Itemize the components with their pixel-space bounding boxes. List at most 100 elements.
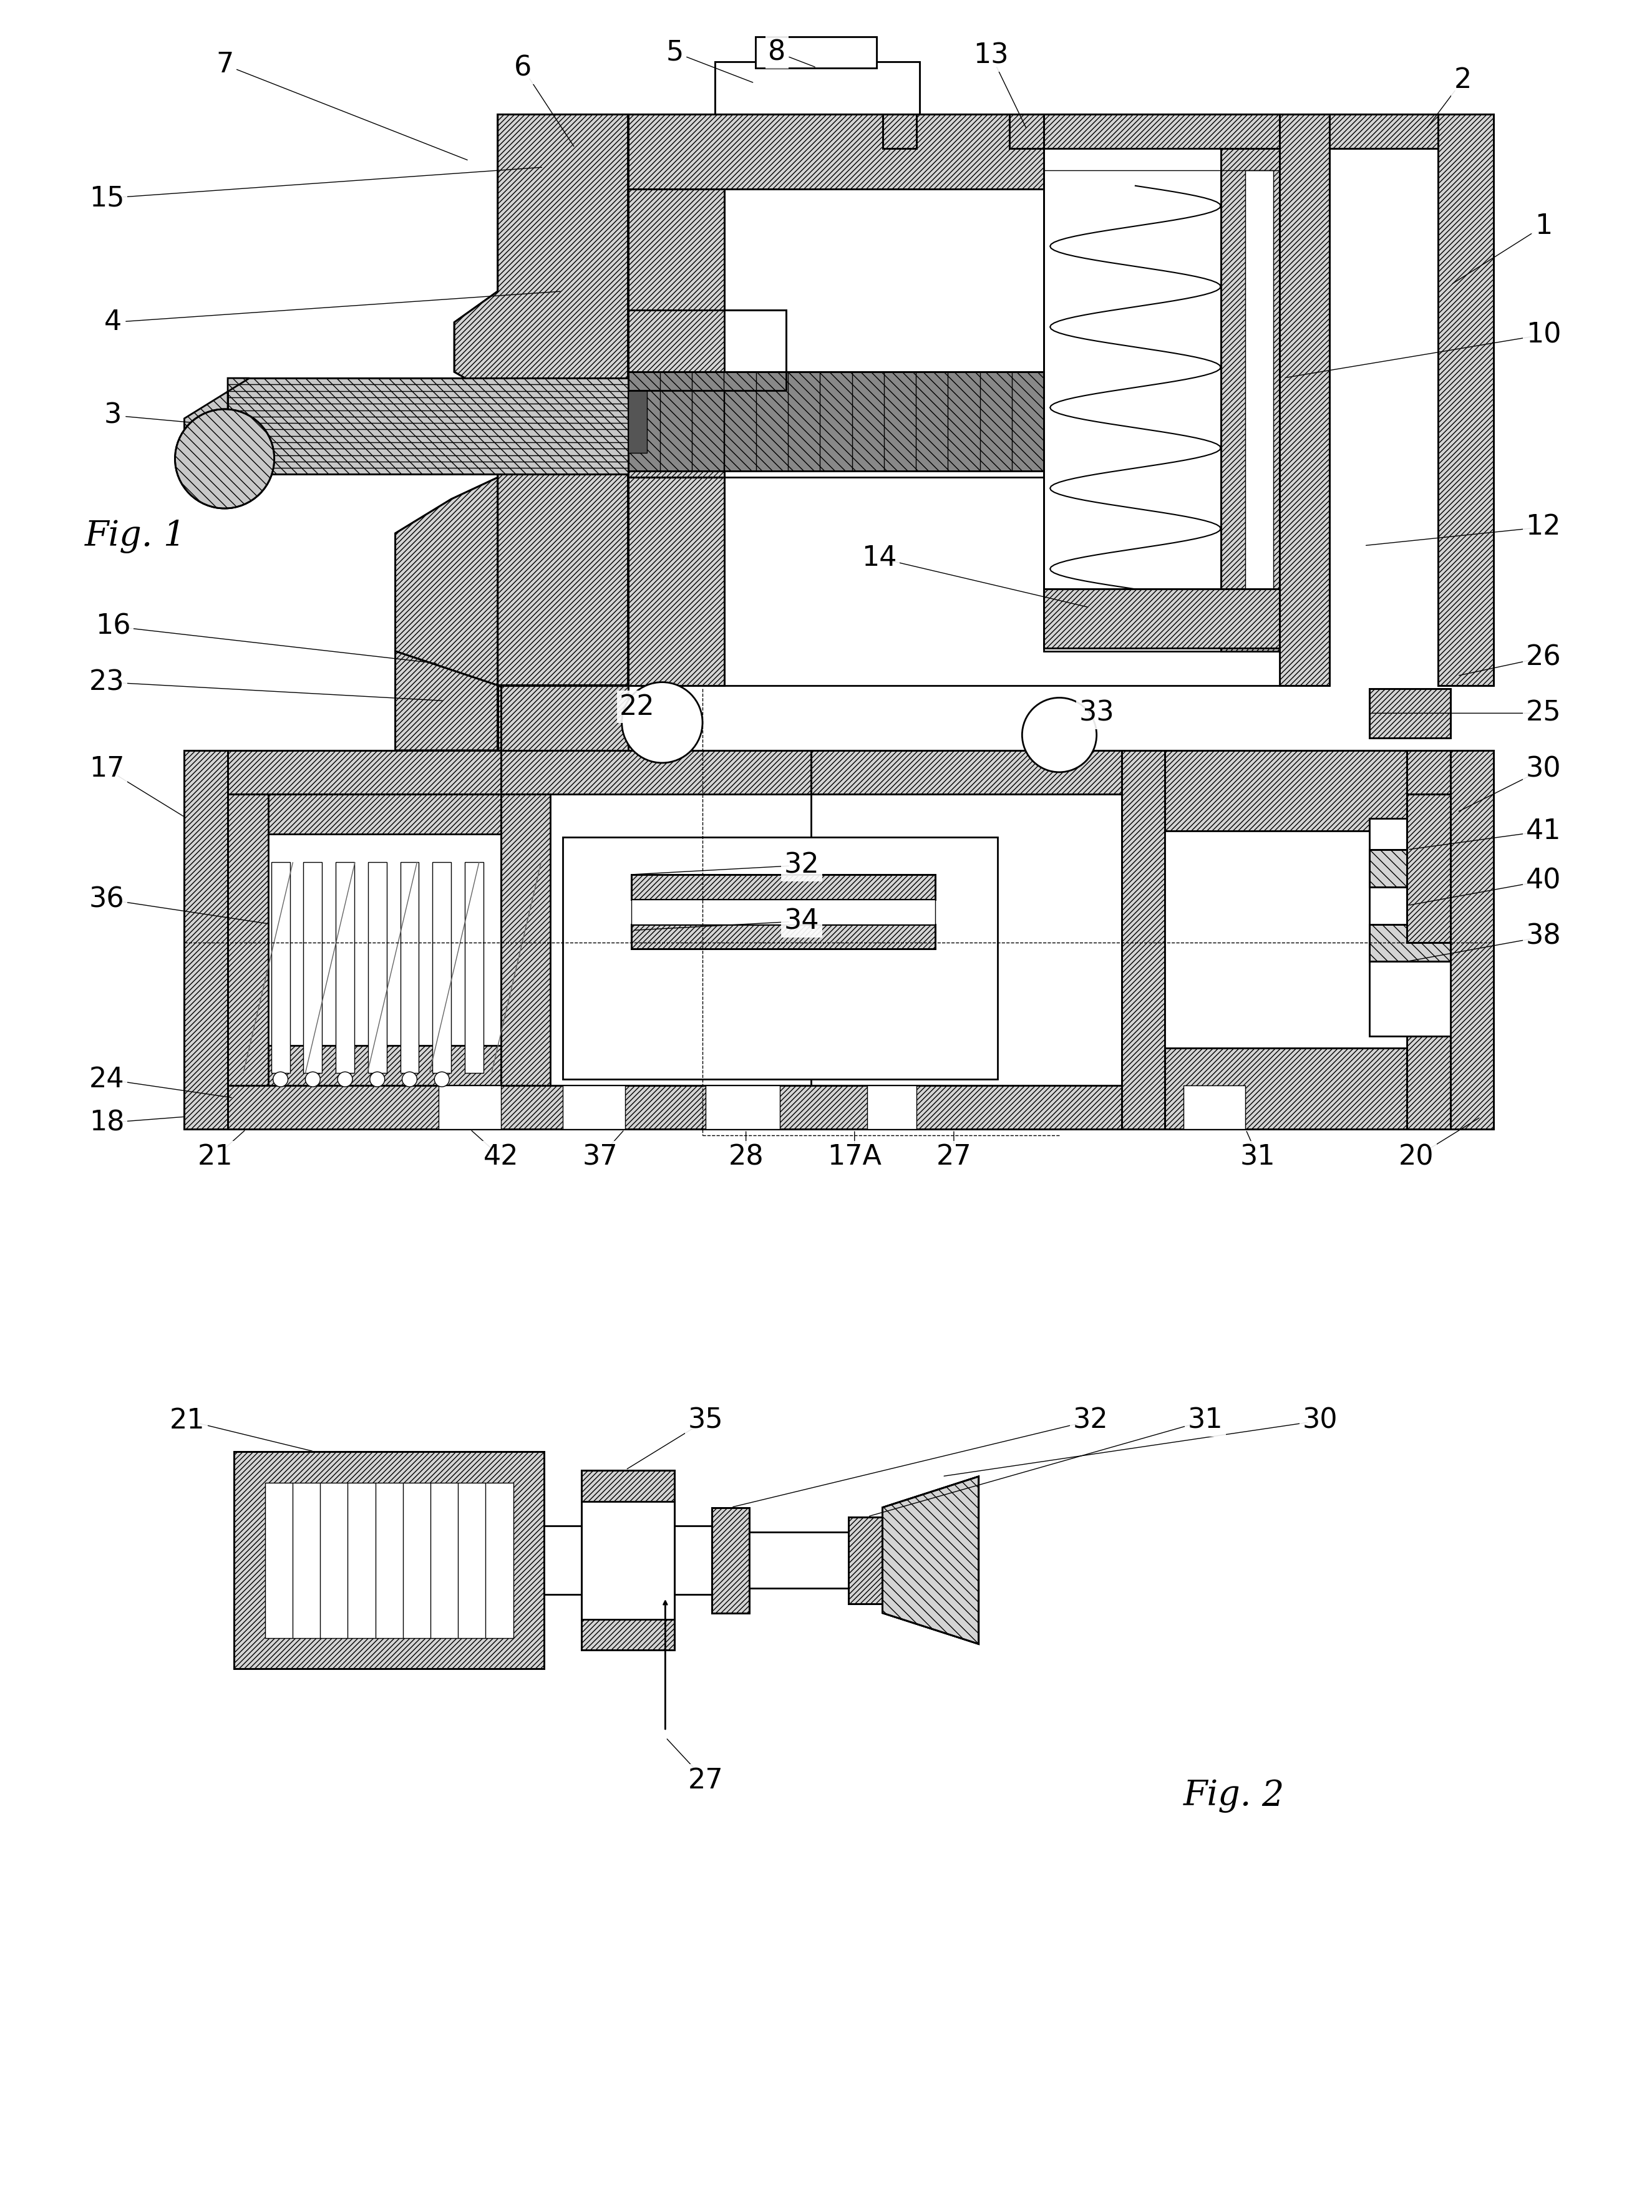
Circle shape xyxy=(337,1073,352,1086)
Polygon shape xyxy=(454,115,628,686)
Bar xyxy=(882,115,917,148)
Bar xyxy=(563,838,998,1079)
Text: 36: 36 xyxy=(89,887,124,914)
Polygon shape xyxy=(497,686,628,750)
Bar xyxy=(1009,115,1044,148)
Bar xyxy=(1408,750,1450,1128)
Bar xyxy=(712,1509,748,1613)
Bar xyxy=(501,794,550,1086)
Text: 32: 32 xyxy=(1072,1407,1108,1433)
Bar xyxy=(304,863,322,1073)
Text: 41: 41 xyxy=(1526,818,1561,845)
Bar xyxy=(264,1482,514,1637)
Text: 3: 3 xyxy=(104,403,122,429)
Bar xyxy=(582,1471,674,1650)
Bar xyxy=(185,750,1493,794)
Text: 26: 26 xyxy=(1526,644,1561,670)
Text: 12: 12 xyxy=(1526,513,1561,540)
Text: Fig. 2: Fig. 2 xyxy=(1183,1778,1285,1814)
Bar xyxy=(582,1471,674,1650)
Bar xyxy=(1009,115,1044,148)
Text: 1: 1 xyxy=(1535,212,1553,239)
Text: 15: 15 xyxy=(89,186,124,212)
Text: 7: 7 xyxy=(216,51,233,77)
Bar xyxy=(1122,750,1450,832)
Circle shape xyxy=(621,681,702,763)
Bar xyxy=(1370,849,1450,887)
Text: 30: 30 xyxy=(1526,757,1561,783)
Text: 38: 38 xyxy=(1526,922,1561,949)
Text: 35: 35 xyxy=(687,1407,724,1433)
Bar xyxy=(185,750,1493,1128)
Bar xyxy=(1122,1048,1450,1128)
Bar xyxy=(1370,925,1450,962)
Bar xyxy=(631,900,935,925)
Bar xyxy=(228,794,268,1086)
Bar xyxy=(755,38,876,69)
Text: 27: 27 xyxy=(687,1767,724,1794)
Bar xyxy=(1280,115,1330,686)
Bar xyxy=(439,1086,501,1128)
Text: 21: 21 xyxy=(198,1144,233,1170)
Bar xyxy=(715,62,920,117)
Bar xyxy=(563,1086,624,1128)
Bar xyxy=(1044,588,1280,648)
Bar xyxy=(628,115,1280,188)
Bar xyxy=(185,750,228,1128)
Bar xyxy=(1450,750,1493,1128)
Bar xyxy=(544,1526,712,1595)
Text: 28: 28 xyxy=(729,1144,763,1170)
Text: 13: 13 xyxy=(973,42,1009,69)
Text: 14: 14 xyxy=(862,544,897,571)
Bar xyxy=(582,1619,674,1650)
Bar xyxy=(185,750,1493,794)
Bar xyxy=(271,863,289,1073)
Bar xyxy=(724,310,786,392)
Bar xyxy=(755,38,876,69)
Bar xyxy=(849,1517,882,1604)
Bar xyxy=(582,1471,674,1502)
Circle shape xyxy=(1023,697,1097,772)
Text: 6: 6 xyxy=(514,55,532,82)
Bar xyxy=(628,372,1044,471)
Bar xyxy=(705,1086,780,1128)
Bar xyxy=(335,863,354,1073)
Bar xyxy=(1437,115,1493,686)
Text: Fig. 1: Fig. 1 xyxy=(84,520,187,553)
Bar xyxy=(185,750,228,1128)
Text: 31: 31 xyxy=(1188,1407,1222,1433)
Bar xyxy=(1437,115,1493,686)
Polygon shape xyxy=(628,188,786,478)
Bar xyxy=(1122,750,1165,1128)
Bar xyxy=(1165,832,1408,1048)
Bar xyxy=(433,863,451,1073)
Bar xyxy=(628,115,1280,188)
Bar xyxy=(228,1046,501,1086)
Text: 10: 10 xyxy=(1526,321,1561,347)
Text: 22: 22 xyxy=(620,695,656,721)
Bar xyxy=(1122,1048,1450,1128)
Bar xyxy=(1183,1086,1246,1128)
Bar xyxy=(1221,148,1280,650)
Bar xyxy=(228,794,501,834)
Text: 30: 30 xyxy=(1302,1407,1338,1433)
Bar xyxy=(1450,750,1493,1128)
Bar xyxy=(1246,170,1274,648)
Bar xyxy=(235,1451,544,1668)
Bar xyxy=(1408,794,1450,942)
Bar xyxy=(1370,849,1450,887)
Text: 25: 25 xyxy=(1526,699,1561,726)
Bar xyxy=(185,1086,1493,1128)
Text: 33: 33 xyxy=(1079,699,1115,726)
Bar xyxy=(1280,115,1493,148)
Bar xyxy=(867,1086,917,1128)
Circle shape xyxy=(306,1073,320,1086)
Bar xyxy=(715,62,920,117)
Polygon shape xyxy=(395,478,497,686)
Bar xyxy=(628,372,1044,471)
Text: 32: 32 xyxy=(785,852,819,878)
Bar xyxy=(235,1451,544,1668)
Text: 17A: 17A xyxy=(828,1144,882,1170)
Text: 23: 23 xyxy=(89,668,124,695)
Polygon shape xyxy=(501,686,628,794)
